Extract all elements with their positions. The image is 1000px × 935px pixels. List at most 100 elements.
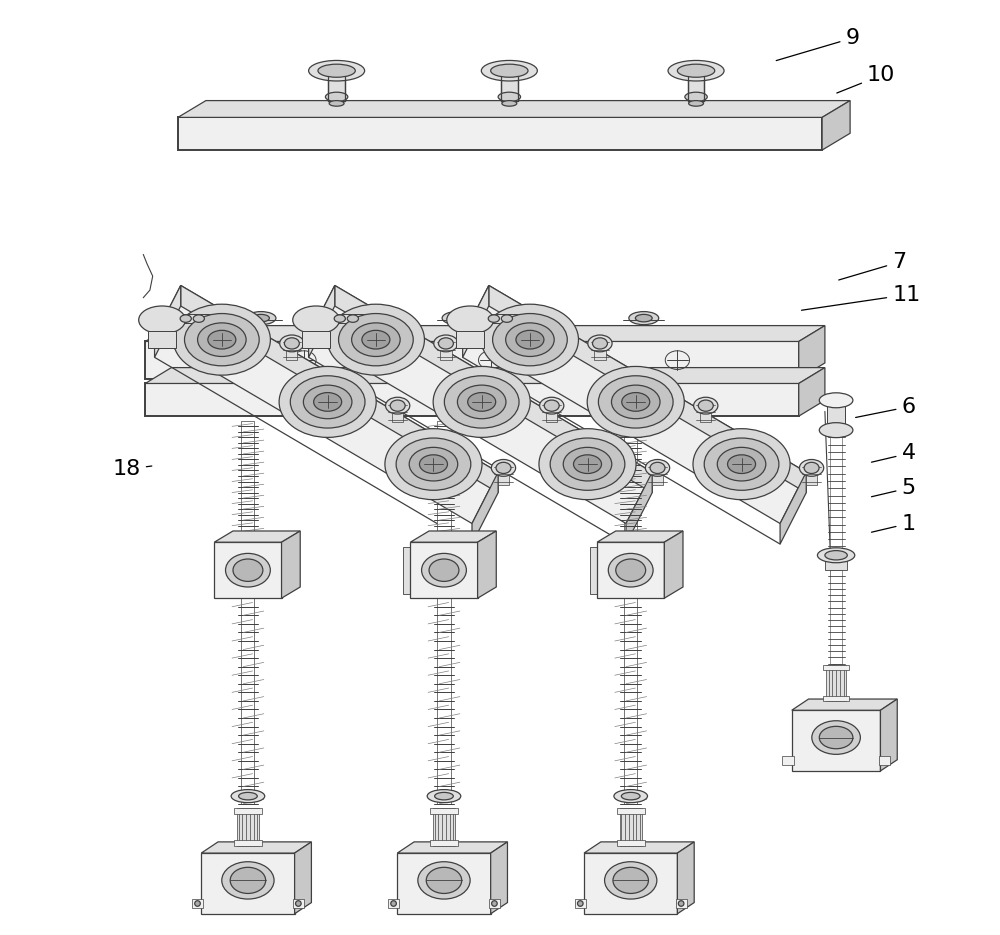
Polygon shape xyxy=(145,367,825,383)
Ellipse shape xyxy=(650,462,665,473)
Ellipse shape xyxy=(491,459,516,476)
Bar xyxy=(823,697,849,701)
Ellipse shape xyxy=(279,367,376,438)
Polygon shape xyxy=(799,325,825,379)
Polygon shape xyxy=(201,853,295,913)
Bar xyxy=(827,400,845,430)
Ellipse shape xyxy=(689,101,704,107)
Bar xyxy=(652,468,663,484)
Ellipse shape xyxy=(481,304,578,375)
Bar xyxy=(830,430,842,561)
Ellipse shape xyxy=(799,459,824,476)
Ellipse shape xyxy=(678,900,684,906)
Ellipse shape xyxy=(352,323,400,356)
Ellipse shape xyxy=(468,393,496,411)
Bar xyxy=(830,570,842,664)
Polygon shape xyxy=(295,842,311,913)
Polygon shape xyxy=(597,542,664,598)
Polygon shape xyxy=(584,842,694,853)
Bar xyxy=(234,840,262,845)
Ellipse shape xyxy=(195,900,200,906)
Polygon shape xyxy=(178,118,822,151)
Ellipse shape xyxy=(230,868,266,894)
Bar xyxy=(546,406,557,423)
Text: 4: 4 xyxy=(871,443,916,464)
Ellipse shape xyxy=(491,65,528,78)
Ellipse shape xyxy=(391,900,396,906)
Ellipse shape xyxy=(173,304,270,375)
Ellipse shape xyxy=(442,311,472,324)
Polygon shape xyxy=(145,341,799,379)
Ellipse shape xyxy=(616,559,646,582)
Polygon shape xyxy=(335,285,652,493)
Ellipse shape xyxy=(438,338,453,349)
Polygon shape xyxy=(584,853,677,913)
Text: 9: 9 xyxy=(776,28,860,61)
Bar xyxy=(575,899,586,908)
Polygon shape xyxy=(403,547,410,594)
Ellipse shape xyxy=(253,314,269,322)
Bar xyxy=(676,899,687,908)
Polygon shape xyxy=(463,285,806,524)
Ellipse shape xyxy=(825,551,847,560)
Ellipse shape xyxy=(574,454,602,473)
Polygon shape xyxy=(155,285,498,524)
Bar xyxy=(501,71,518,101)
Ellipse shape xyxy=(303,385,352,419)
Bar xyxy=(594,343,606,360)
Ellipse shape xyxy=(284,338,299,349)
Ellipse shape xyxy=(444,376,519,428)
Bar xyxy=(392,406,403,423)
Bar xyxy=(234,808,262,813)
Polygon shape xyxy=(677,842,694,913)
Bar xyxy=(237,808,259,845)
Ellipse shape xyxy=(390,400,405,411)
Bar xyxy=(302,331,330,348)
Ellipse shape xyxy=(516,330,544,349)
Bar xyxy=(388,899,399,908)
Polygon shape xyxy=(178,101,850,118)
Bar xyxy=(620,808,642,845)
Text: 11: 11 xyxy=(802,285,920,310)
Ellipse shape xyxy=(605,862,657,899)
Bar xyxy=(617,808,645,813)
Polygon shape xyxy=(314,314,365,324)
Polygon shape xyxy=(410,531,496,542)
Polygon shape xyxy=(410,542,478,598)
Ellipse shape xyxy=(812,721,860,755)
Polygon shape xyxy=(282,531,300,598)
Ellipse shape xyxy=(280,335,304,352)
Ellipse shape xyxy=(588,335,612,352)
Ellipse shape xyxy=(427,789,461,802)
Bar xyxy=(456,331,484,348)
Ellipse shape xyxy=(409,447,458,481)
Ellipse shape xyxy=(419,454,447,473)
Ellipse shape xyxy=(677,65,715,78)
Polygon shape xyxy=(626,472,652,544)
Polygon shape xyxy=(309,285,335,357)
Text: 1: 1 xyxy=(871,513,916,534)
Ellipse shape xyxy=(817,548,855,563)
Ellipse shape xyxy=(621,792,640,799)
Ellipse shape xyxy=(622,393,650,411)
Ellipse shape xyxy=(309,61,365,81)
Ellipse shape xyxy=(422,554,466,587)
Ellipse shape xyxy=(492,900,497,906)
Bar xyxy=(700,406,711,423)
Ellipse shape xyxy=(804,462,819,473)
Polygon shape xyxy=(472,472,498,544)
Polygon shape xyxy=(590,547,597,594)
Ellipse shape xyxy=(577,900,583,906)
Polygon shape xyxy=(664,531,683,598)
Ellipse shape xyxy=(819,423,853,438)
Ellipse shape xyxy=(447,306,493,334)
Ellipse shape xyxy=(386,397,410,414)
Bar xyxy=(192,899,203,908)
Ellipse shape xyxy=(426,868,462,894)
Text: 18: 18 xyxy=(113,459,152,480)
Ellipse shape xyxy=(233,559,263,582)
Bar xyxy=(617,840,645,845)
Ellipse shape xyxy=(433,367,530,438)
Polygon shape xyxy=(799,367,825,416)
Ellipse shape xyxy=(318,65,355,78)
